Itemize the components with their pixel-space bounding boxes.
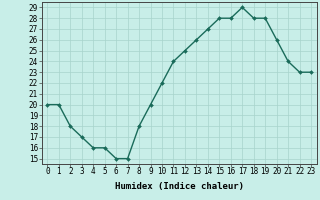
- X-axis label: Humidex (Indice chaleur): Humidex (Indice chaleur): [115, 182, 244, 191]
